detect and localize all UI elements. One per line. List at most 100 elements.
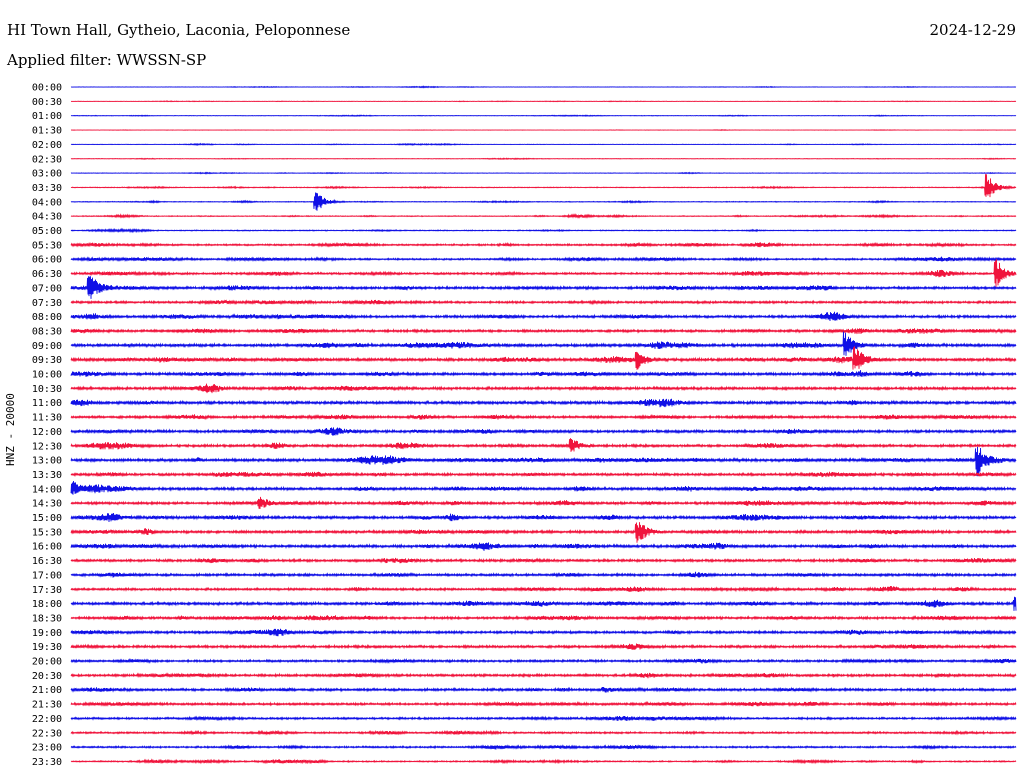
- row-label-0500: 05:00: [32, 226, 62, 237]
- filter-label: Applied filter: WWSSN-SP: [7, 51, 207, 69]
- station-title: HI Town Hall, Gytheio, Laconia, Peloponn…: [7, 21, 351, 39]
- trace-2330: [70, 758, 1017, 765]
- trace-0930: [70, 346, 1017, 370]
- trace-0230: [70, 157, 1017, 161]
- trace-0430: [70, 213, 1017, 220]
- row-label-0200: 02:00: [32, 140, 62, 151]
- row-label-0930: 09:30: [32, 355, 62, 366]
- trace-1700: [70, 571, 1017, 578]
- trace-1900: [70, 628, 1017, 637]
- trace-1130: [70, 413, 1017, 421]
- row-label-1500: 15:00: [32, 513, 62, 524]
- trace-1430: [70, 496, 1017, 509]
- row-label-0800: 08:00: [32, 312, 62, 323]
- row-label-1430: 14:30: [32, 499, 62, 510]
- trace-1000: [70, 370, 1017, 378]
- trace-0030: [70, 100, 1017, 103]
- trace-0100: [70, 114, 1017, 117]
- trace-0400: [70, 192, 1017, 211]
- trace-2100: [70, 686, 1017, 693]
- row-label-2100: 21:00: [32, 685, 62, 696]
- row-label-0600: 06:00: [32, 255, 62, 266]
- trace-1300: [70, 446, 1017, 477]
- trace-1730: [70, 585, 1017, 593]
- row-labels: 00:00 00:30 01:00 01:30 02:00 02:30 03:00 03:30…: [32, 83, 62, 768]
- row-label-1930: 19:30: [32, 642, 62, 653]
- trace-0200: [70, 142, 1017, 147]
- trace-0830: [70, 327, 1017, 335]
- trace-0730: [70, 299, 1017, 306]
- row-label-1830: 18:30: [32, 613, 62, 624]
- row-label-0300: 03:00: [32, 169, 62, 180]
- trace-2130: [70, 700, 1017, 708]
- row-label-1000: 10:00: [32, 370, 62, 381]
- trace-2000: [70, 657, 1017, 665]
- trace-1100: [70, 398, 1017, 408]
- trace-0330: [70, 174, 1017, 198]
- trace-2030: [70, 672, 1017, 679]
- row-label-0130: 01:30: [32, 126, 62, 137]
- trace-1600: [70, 542, 1017, 551]
- trace-1930: [70, 643, 1017, 650]
- trace-1200: [70, 427, 1017, 436]
- row-label-0430: 04:30: [32, 212, 62, 223]
- row-label-0330: 03:30: [32, 183, 62, 194]
- trace-2230: [70, 729, 1017, 736]
- trace-0130: [70, 129, 1017, 132]
- row-label-0700: 07:00: [32, 283, 62, 294]
- row-label-0000: 00:00: [32, 83, 62, 94]
- date-label: 2024-12-29: [929, 21, 1016, 39]
- row-label-1130: 11:30: [32, 413, 62, 424]
- trace-1530: [70, 522, 1017, 543]
- row-label-2030: 20:30: [32, 671, 62, 682]
- trace-1030: [70, 383, 1017, 394]
- row-label-0630: 06:30: [32, 269, 62, 280]
- row-label-1030: 10:30: [32, 384, 62, 395]
- trace-2300: [70, 744, 1017, 751]
- trace-1500: [70, 512, 1017, 522]
- row-label-2330: 23:30: [32, 757, 62, 768]
- row-label-1100: 11:00: [32, 398, 62, 409]
- trace-1630: [70, 557, 1017, 564]
- row-label-1700: 17:00: [32, 570, 62, 581]
- row-label-2230: 22:30: [32, 728, 62, 739]
- row-label-0230: 02:30: [32, 154, 62, 165]
- trace-1230: [70, 438, 1017, 452]
- trace-0900: [70, 331, 1017, 356]
- row-label-1530: 15:30: [32, 527, 62, 538]
- traces: [70, 85, 1017, 765]
- row-label-2130: 21:30: [32, 700, 62, 711]
- row-label-1900: 19:00: [32, 628, 62, 639]
- row-label-1800: 18:00: [32, 599, 62, 610]
- trace-0530: [70, 241, 1017, 248]
- row-label-0830: 08:30: [32, 326, 62, 337]
- trace-1400: [70, 481, 1017, 495]
- row-label-1230: 12:30: [32, 441, 62, 452]
- row-label-0100: 01:00: [32, 111, 62, 122]
- trace-0630: [70, 259, 1017, 288]
- row-label-2000: 20:00: [32, 657, 62, 668]
- trace-1800: [70, 596, 1017, 611]
- row-label-2300: 23:00: [32, 743, 62, 754]
- row-label-1600: 16:00: [32, 542, 62, 553]
- row-label-1300: 13:00: [32, 456, 62, 467]
- row-label-1400: 14:00: [32, 484, 62, 495]
- trace-0500: [70, 227, 1017, 234]
- trace-0800: [70, 311, 1017, 322]
- trace-0700: [70, 276, 1017, 299]
- trace-2200: [70, 715, 1017, 722]
- trace-0300: [70, 171, 1017, 175]
- row-label-2200: 22:00: [32, 714, 62, 725]
- row-label-1630: 16:30: [32, 556, 62, 567]
- row-label-0400: 04:00: [32, 197, 62, 208]
- trace-1830: [70, 614, 1017, 621]
- row-label-1200: 12:00: [32, 427, 62, 438]
- row-label-0030: 00:30: [32, 97, 62, 108]
- row-label-1330: 13:30: [32, 470, 62, 481]
- row-label-0530: 05:30: [32, 240, 62, 251]
- row-label-0900: 09:00: [32, 341, 62, 352]
- trace-0600: [70, 256, 1017, 263]
- trace-1330: [70, 471, 1017, 478]
- row-label-0730: 07:30: [32, 298, 62, 309]
